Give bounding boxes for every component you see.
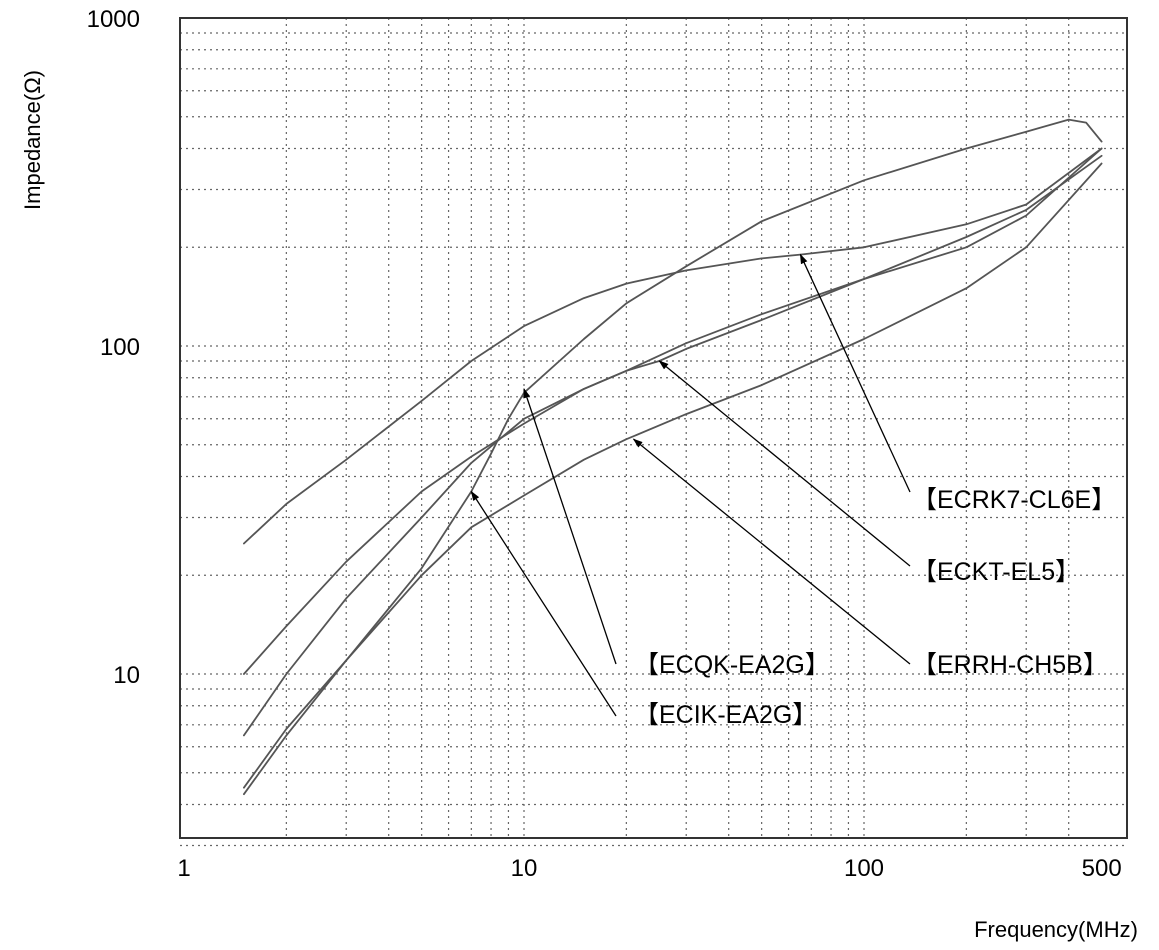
grid-lines [180,18,1127,847]
y-tick-label: 10 [113,662,140,689]
series-line-1 [243,147,1103,545]
callout-arrow [470,490,617,717]
callout-arrow [799,253,911,493]
tick-labels: 1 10 100 500 1000 100 10 [87,6,1122,882]
x-axis-label: Frequency(MHz) [974,917,1138,942]
callout-label: 【ECIK-EA2G】 [634,701,817,729]
callout-label: 【ERRH-CH5B】 [912,651,1108,679]
y-tick-label: 1000 [87,6,140,33]
series-line-2 [243,147,1103,737]
series-line-3 [243,162,1103,796]
callout-label: 【ECRK7-CL6E】 [912,486,1116,514]
x-tick-label: 1 [177,855,190,882]
y-tick-label: 100 [100,334,140,361]
callout-label: 【ECKT-EL5】 [912,558,1080,586]
callout-arrow [632,438,911,665]
callout-arrow [658,360,911,567]
series-line-4 [243,118,1103,789]
series-line-5 [243,154,1103,675]
callout-arrow [523,387,617,665]
x-tick-label: 100 [844,855,884,882]
callout-label: 【ECQK-EA2G】 [634,651,830,679]
y-axis-label: Impedance(Ω) [20,70,45,210]
callouts: 【ECRK7-CL6E】【ECKT-EL5】【ERRH-CH5B】 【ECQK-E… [470,253,1116,729]
series-lines [243,118,1103,796]
x-tick-label: 500 [1082,855,1122,882]
plot-area-frame [179,17,1128,839]
x-tick-label: 10 [511,855,538,882]
